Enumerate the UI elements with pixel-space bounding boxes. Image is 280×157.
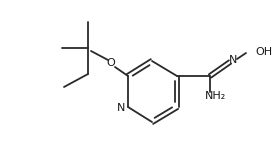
Text: O: O [107, 58, 115, 68]
Text: N: N [229, 55, 237, 65]
Text: N: N [117, 103, 125, 113]
Text: OH: OH [255, 47, 272, 57]
Text: NH₂: NH₂ [204, 91, 226, 101]
